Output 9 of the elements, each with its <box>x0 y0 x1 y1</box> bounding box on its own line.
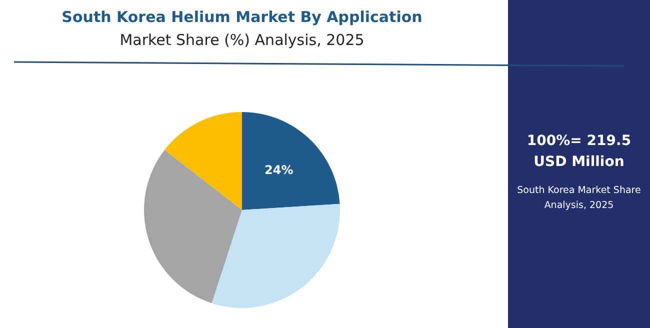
pie-slice <box>164 112 242 210</box>
chart-title: South Korea Helium Market By Application <box>62 8 422 26</box>
chart-subtitle: Market Share (%) Analysis, 2025 <box>120 31 364 49</box>
pie-slice <box>242 112 340 210</box>
text: 100%= 219.5 USD Million <box>526 133 632 170</box>
text: South Korea Market Share Analysis, 2025 <box>517 185 641 211</box>
pie-slice <box>144 150 242 304</box>
data-label: 24% <box>264 162 294 177</box>
pie-slice <box>212 204 340 308</box>
